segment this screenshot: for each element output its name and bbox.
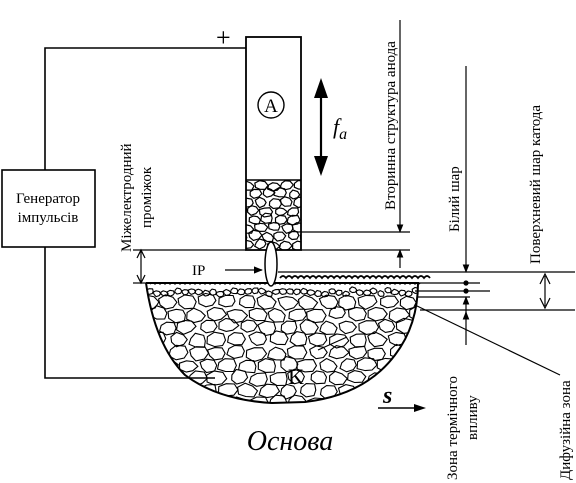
generator-box: Генератор імпульсів — [1, 169, 96, 248]
speed-label: s — [382, 383, 392, 409]
gap-label-2: проміжок — [139, 166, 155, 228]
heat-zone-label-1: Зона термічного — [445, 376, 461, 480]
wiring — [44, 47, 262, 379]
force-label: fa — [333, 114, 347, 143]
anode-label: A — [264, 96, 278, 117]
white-layer-label: Білий шар — [447, 166, 463, 232]
surface-cathode-label: Поверхневий шар катода — [528, 105, 544, 264]
wire-bottom — [44, 247, 215, 379]
anode-marker-circle — [257, 91, 285, 119]
right-annotations — [278, 20, 575, 376]
diffusion-zone-label: Дифузійна зона — [558, 380, 574, 480]
arrow-up-icon — [314, 78, 328, 98]
white-layer-wave — [279, 275, 431, 280]
gap-label: Міжелектродний — [119, 143, 135, 252]
ip-label: IP — [192, 263, 205, 279]
cathode-workpiece: K — [145, 275, 431, 405]
secondary-anode-label: Вторинна структура анода — [383, 41, 399, 210]
base-label: Основа — [247, 426, 334, 457]
heat-zone-label-2: впливу — [465, 395, 481, 440]
arrow-up-icon — [136, 248, 146, 259]
discharge-channel: IP — [192, 241, 278, 287]
arrow-down-icon — [314, 156, 328, 176]
force-arrow: fa — [314, 78, 347, 176]
gap-dimension — [133, 248, 246, 285]
plus-sign: + — [216, 23, 231, 52]
surface-layer-wave — [149, 282, 421, 285]
feed-arrow: s — [378, 383, 426, 412]
double-arrow-icon — [539, 272, 551, 310]
cathode-label: K — [288, 364, 304, 389]
arrow-down-icon — [136, 274, 146, 285]
wire-top — [44, 47, 262, 170]
anode-electrode: A — [245, 36, 302, 251]
generator-label-2: імпульсів — [18, 210, 79, 226]
arrow-right-icon — [414, 404, 426, 412]
generator-label-1: Генератор — [16, 191, 80, 207]
